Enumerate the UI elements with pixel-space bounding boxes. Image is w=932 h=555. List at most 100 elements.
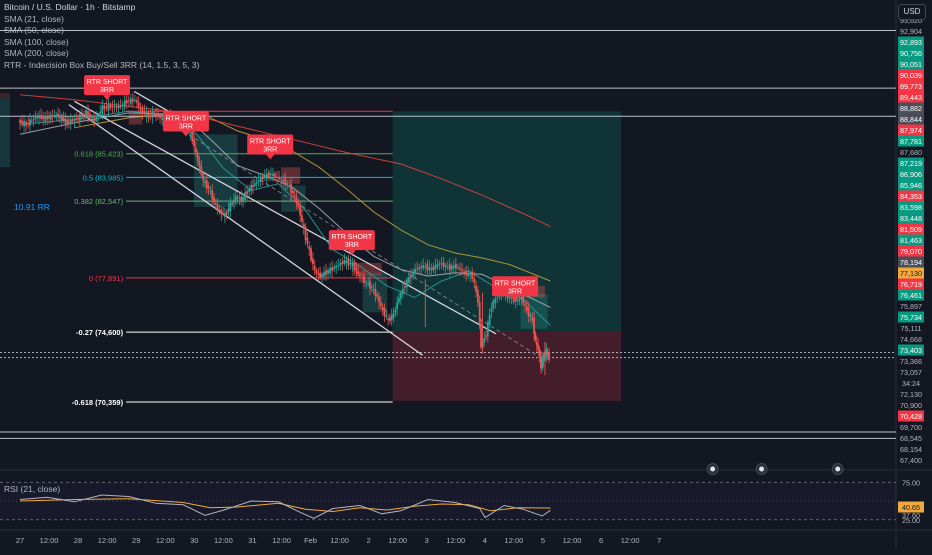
price-tag-box (898, 168, 924, 180)
candle-body (542, 355, 545, 361)
price-tag-box (898, 69, 924, 81)
candle-body (430, 268, 433, 271)
candle-body (252, 185, 254, 187)
candle-body (490, 308, 493, 312)
candle-body (49, 114, 52, 120)
candle-body (301, 215, 303, 222)
signal-label-pointer (511, 296, 520, 302)
price-tick-label: 74,668 (900, 335, 922, 344)
signal-label-line2: 3RR (179, 123, 193, 130)
time-tick-label: Feb (304, 536, 317, 545)
price-tag-box (898, 190, 924, 202)
time-tick-label: 12:00 (156, 536, 175, 545)
time-tick-label: 28 (74, 536, 82, 545)
rsi-ma-line (19, 498, 551, 513)
candle-body (389, 317, 391, 322)
candle-body (297, 203, 300, 207)
candle-body (134, 99, 136, 101)
candle-body (58, 115, 61, 119)
candle-body (335, 265, 338, 269)
fib-level-label: 0.382 (82,547) (74, 197, 123, 206)
time-tick-label: 12:00 (446, 536, 465, 545)
candle-body (131, 98, 134, 102)
candle-body (191, 132, 194, 142)
candle-body (444, 265, 447, 268)
candle-body (27, 122, 30, 125)
candle-body (467, 272, 470, 276)
candle-body (541, 359, 544, 369)
price-tag-box (898, 245, 924, 257)
candle-body (147, 111, 150, 119)
rsi-tick-label: 75.00 (902, 478, 920, 487)
candle-body (510, 297, 513, 299)
candle-body (66, 119, 69, 125)
time-tick-label: 30 (190, 536, 198, 545)
candle-body (310, 248, 312, 261)
candle-body (459, 267, 461, 270)
event-icon[interactable] (831, 463, 844, 475)
candle-body (23, 120, 25, 127)
legend-sma100[interactable]: SMA (100, close) (4, 36, 69, 47)
candle-body (95, 116, 98, 122)
candle-body (317, 273, 320, 275)
candle-body (379, 302, 382, 306)
rsi-tick-label: 40.65 (902, 503, 920, 512)
candle-body (483, 337, 486, 343)
candle-body (255, 182, 258, 184)
event-icon[interactable] (706, 463, 719, 475)
legend-sma200[interactable]: SMA (200, close) (4, 48, 69, 59)
sma-line-4 (19, 94, 551, 228)
time-tick-label: 7 (657, 536, 661, 545)
candle-body (325, 270, 327, 276)
price-tick-label: 87,219 (900, 159, 922, 168)
price-tick-label: 76,719 (900, 280, 922, 289)
candle-body (378, 297, 380, 303)
candle-body (465, 270, 467, 276)
rsi-tag-box (898, 501, 924, 513)
candle-body (129, 98, 132, 104)
signal-label-pointer (181, 131, 190, 137)
price-tick-label: 85,946 (900, 181, 922, 190)
rsi-title[interactable]: RSI (21, close) (4, 484, 61, 494)
candle-body (73, 119, 76, 121)
price-tick-label: 78,194 (900, 258, 922, 267)
symbol-title[interactable]: Bitcoin / U.S. Dollar · 1h · Bitstamp (4, 2, 136, 12)
candle-body (385, 315, 388, 317)
candle-body (145, 111, 148, 117)
candle-body (225, 211, 228, 215)
candle-body (436, 264, 439, 267)
candle-body (347, 258, 350, 266)
price-tick-label: 67,400 (900, 456, 922, 465)
candle-body (448, 264, 451, 271)
candle-body (218, 209, 221, 211)
candle-body (193, 138, 195, 147)
signal-label-line1: RTR SHORT (87, 79, 128, 86)
currency-button[interactable]: USD (898, 4, 926, 20)
price-tick-label: 75,734 (900, 313, 922, 322)
legend-sma50[interactable]: SMA (50, close) (4, 25, 64, 36)
candle-body (198, 161, 201, 167)
legend-sma21[interactable]: SMA (21, close) (4, 13, 64, 24)
price-tag-box (898, 179, 924, 191)
candle-body (442, 262, 445, 267)
price-axis: 93,620 92,904 92,893 90,756 90,051 90,039 89,7… (898, 16, 924, 465)
event-icon[interactable] (755, 463, 768, 475)
price-tick-label: 69,700 (900, 423, 922, 432)
candle-body (539, 356, 542, 368)
trend-channel-bottom (68, 104, 423, 356)
candle-body (398, 298, 400, 303)
legend-rtr[interactable]: RTR - Indecision Box Buy/Sell 3RR (14, 1… (4, 59, 200, 70)
price-tick-label: 84,353 (900, 192, 922, 201)
candle-body (418, 267, 421, 270)
candle-body (308, 246, 311, 250)
time-tick-label: 12:00 (98, 536, 117, 545)
rsi-tick-label: 25.00 (902, 516, 920, 525)
candle-body (220, 209, 223, 215)
candle-body (121, 104, 124, 106)
